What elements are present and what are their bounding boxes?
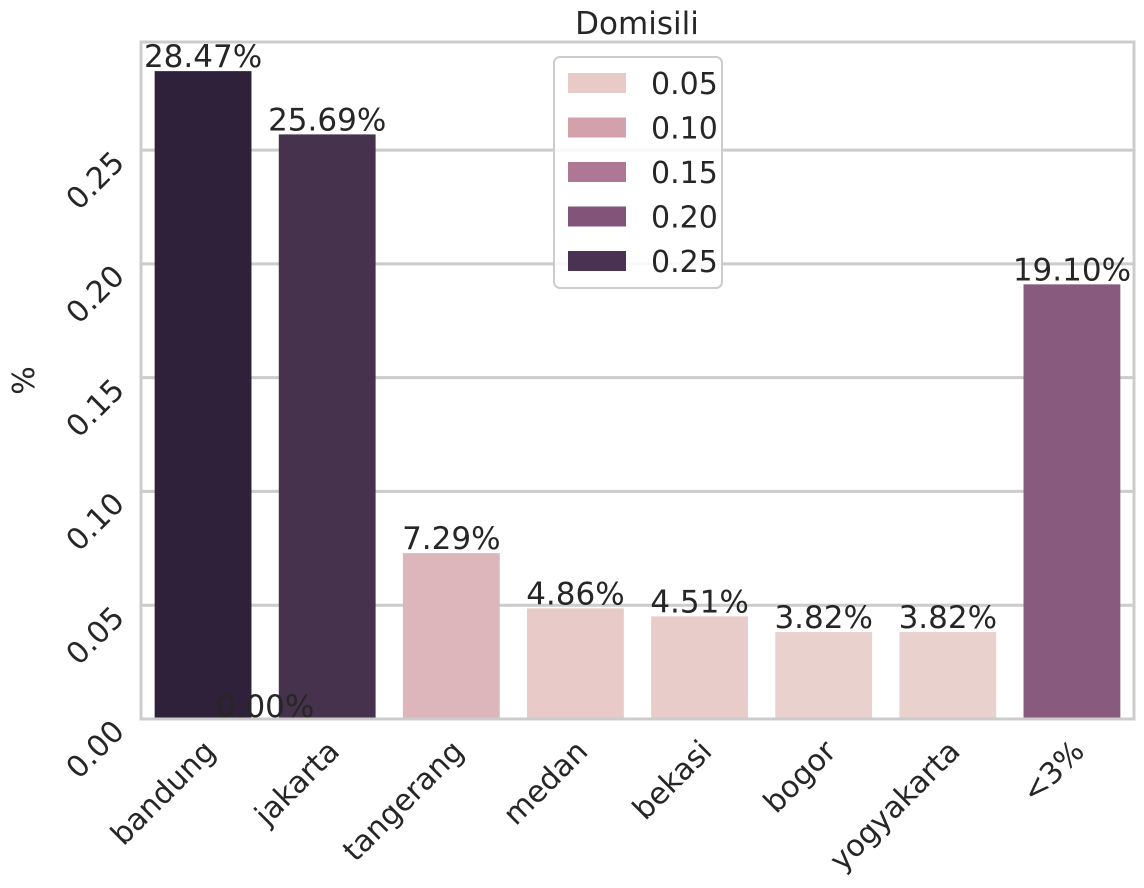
bar-tangerang (402, 553, 500, 719)
x-tick-label: tangerang (336, 734, 471, 869)
x-tick-label: bogor (757, 733, 844, 820)
y-tick-label: 0.25 (60, 145, 132, 217)
data-label: 3.82% (774, 600, 872, 636)
y-tick-label: 0.05 (60, 600, 132, 672)
y-tick-label: 0.00 (60, 714, 132, 786)
legend-swatch (568, 117, 626, 138)
legend: 0.05 0.10 0.15 0.20 0.25 (553, 56, 723, 289)
x-tick-label: bekasi (626, 734, 719, 827)
legend-label: 0.15 (651, 156, 718, 191)
y-tick-label: 0.15 (60, 373, 132, 445)
legend-label: 0.05 (651, 67, 718, 102)
x-tick-label: yogyakarta (823, 734, 967, 878)
legend-label: 0.20 (651, 201, 718, 236)
legend-label: 0.25 (651, 245, 718, 280)
bar-bogor (775, 632, 873, 719)
chart-title: Domisili (575, 6, 699, 42)
bar-jakarta (278, 134, 376, 719)
bar-<3% (1023, 284, 1121, 719)
bar-bekasi (651, 616, 748, 719)
data-label: 4.86% (526, 576, 624, 612)
x-tick-label: bandung (104, 734, 222, 852)
legend-box (553, 56, 723, 289)
data-labels: 28.47%25.69% 7.29% 4.86% 4.51% 3.82% 3.82% 19.… (144, 39, 1131, 725)
data-label-zero: 0.00% (216, 689, 314, 725)
legend-swatch (568, 206, 626, 227)
bar-medan (527, 608, 624, 719)
data-label: 4.51% (650, 584, 748, 620)
plot-frame (139, 40, 1136, 721)
bar-bandung (154, 71, 252, 720)
legend-swatch (568, 251, 626, 271)
data-label: 19.10% (1013, 252, 1131, 288)
y-tick-labels: 0.00 0.05 0.10 0.15 0.20 0.25 (60, 145, 132, 786)
x-tick-label: medan (497, 734, 595, 832)
data-label: 3.82% (899, 600, 997, 636)
bar-yogyakarta (899, 632, 997, 719)
legend-label: 0.10 (651, 112, 718, 147)
legend-swatch (568, 162, 626, 182)
bars (154, 71, 1121, 720)
legend-swatch (568, 73, 626, 93)
y-tick-label: 0.20 (60, 259, 132, 331)
data-label: 28.47% (144, 39, 262, 75)
y-tick-label: 0.10 (60, 486, 132, 558)
data-label: 7.29% (402, 521, 500, 557)
data-label: 25.69% (268, 102, 386, 138)
x-tick-label: jakarta (248, 734, 347, 833)
x-tick-label: <3% (1015, 734, 1091, 810)
y-axis-label: % (7, 366, 42, 395)
